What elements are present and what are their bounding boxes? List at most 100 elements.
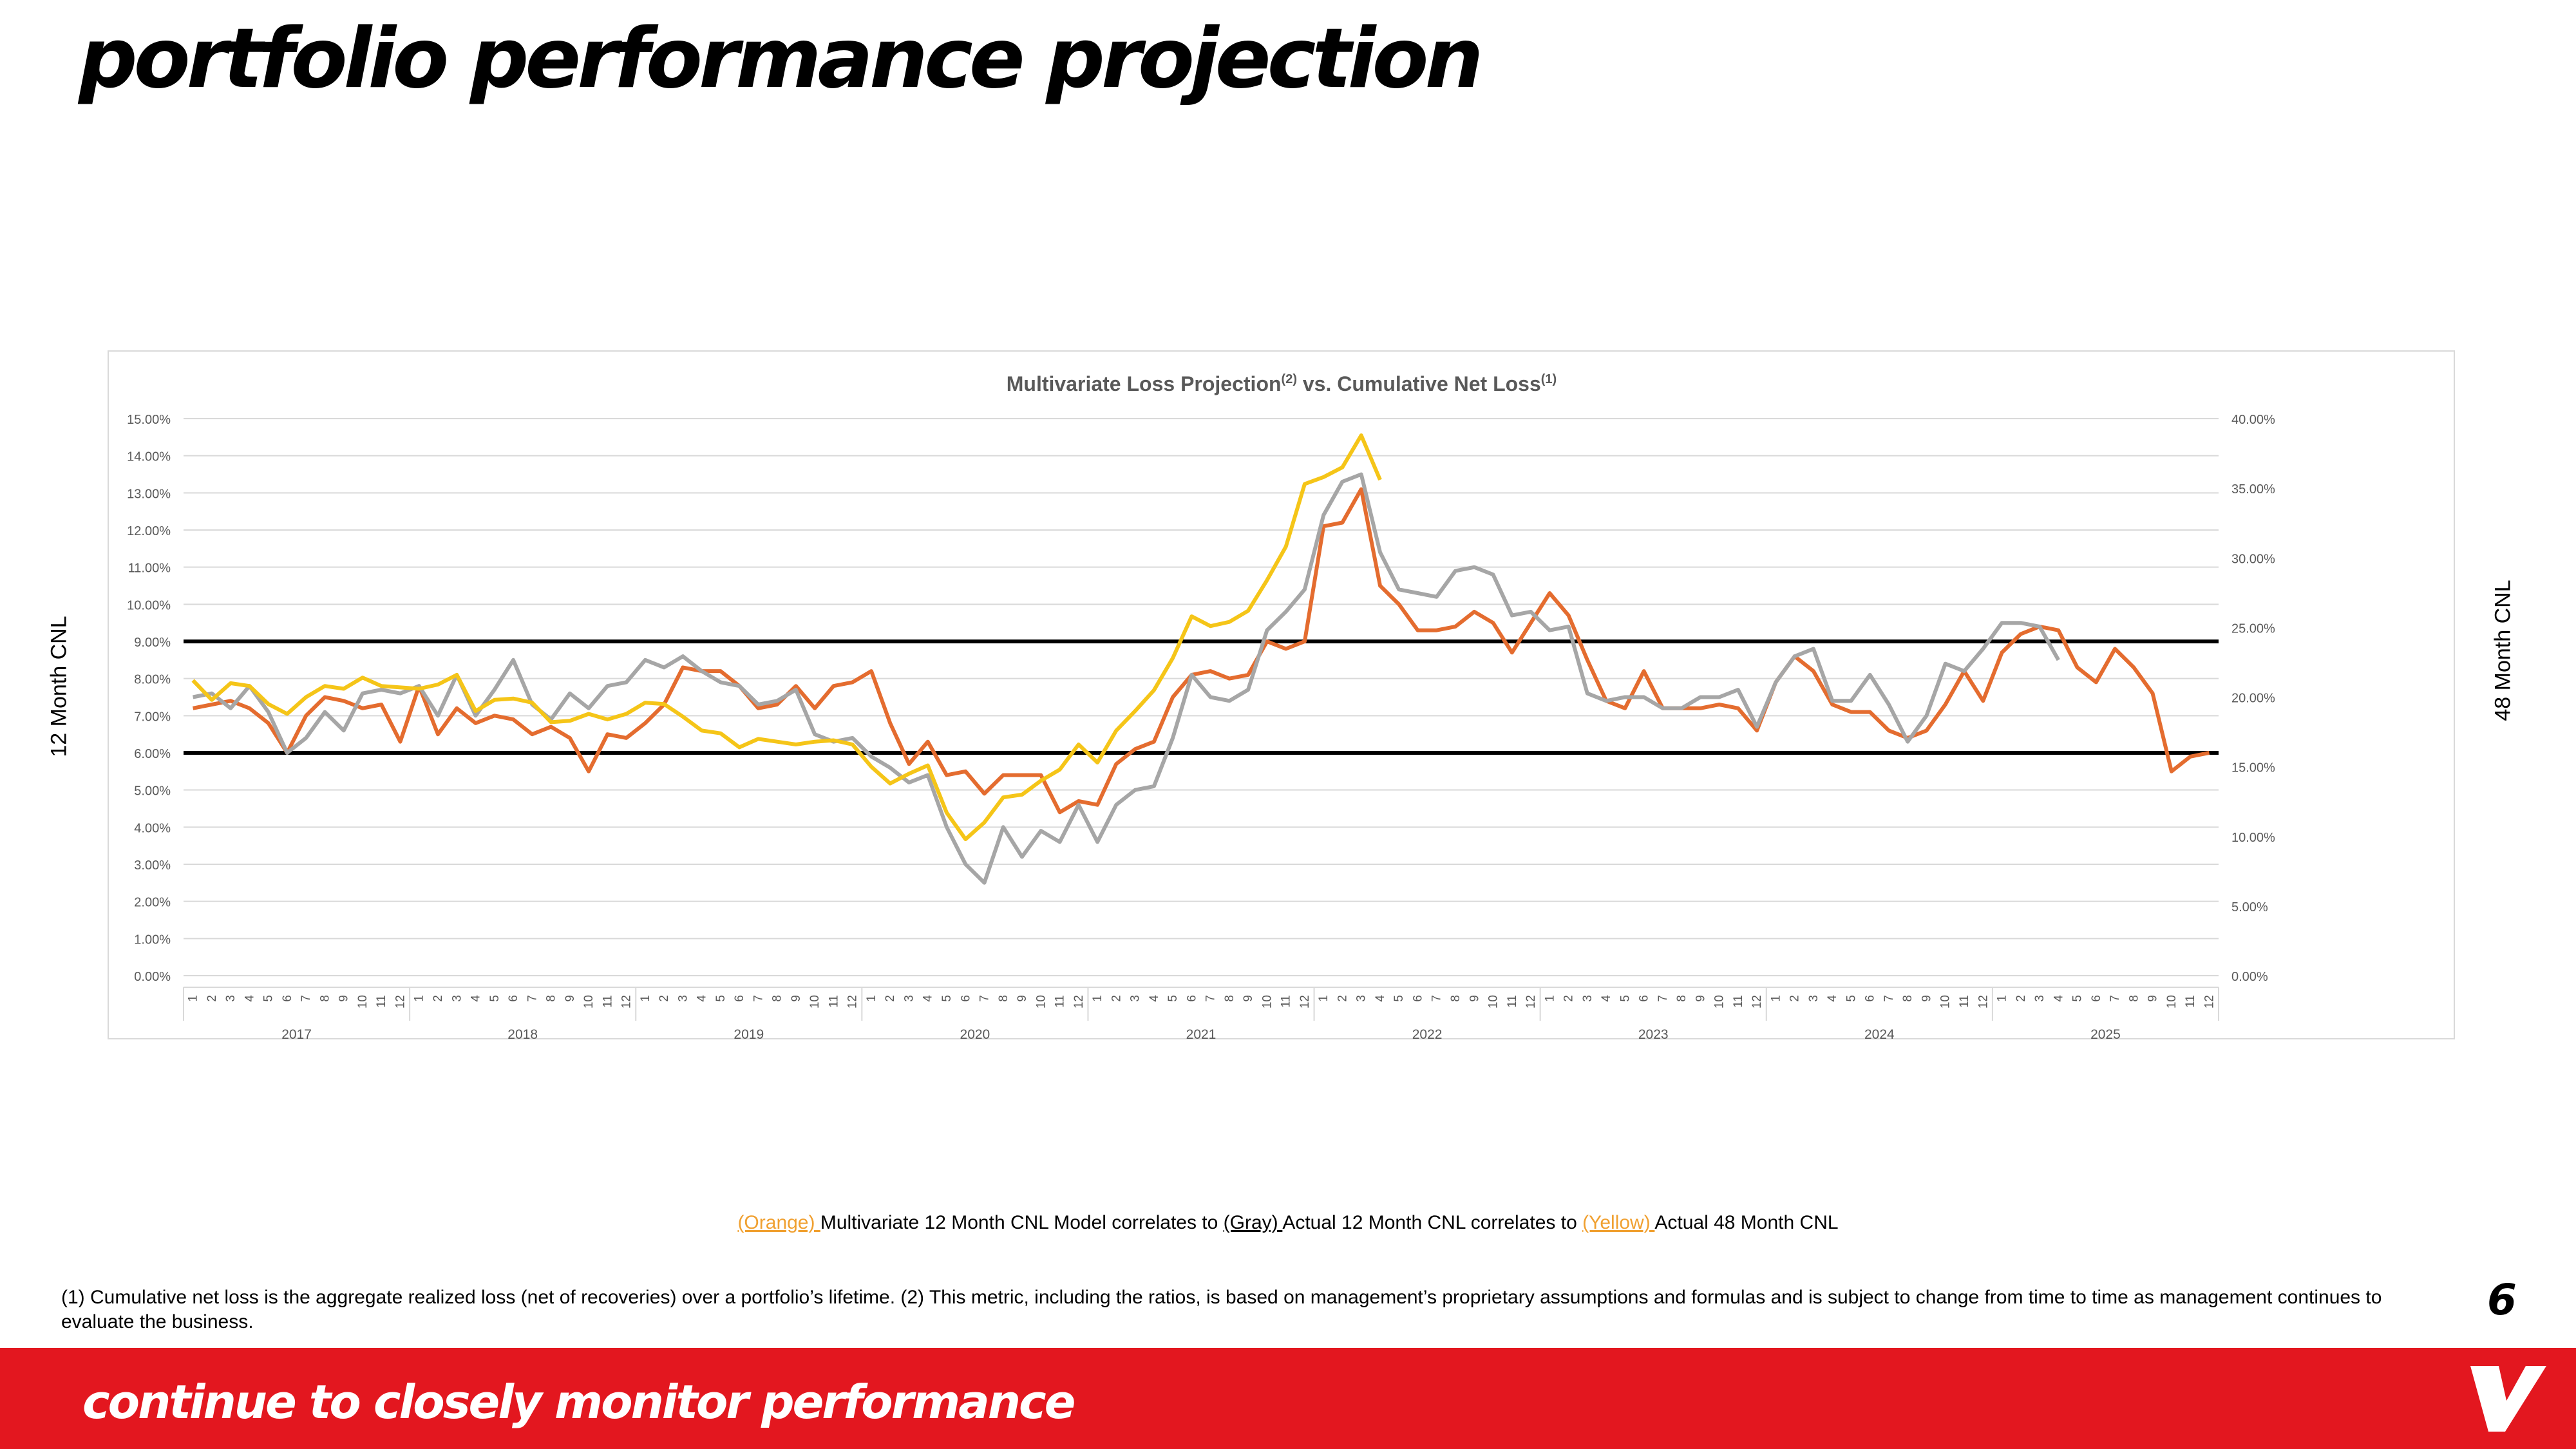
month-tick-label: 4 bbox=[1826, 995, 1839, 1002]
month-tick-label: 5 bbox=[940, 995, 954, 1002]
month-tick-label: 10 bbox=[582, 995, 596, 1009]
year-label: 2024 bbox=[1864, 1027, 1895, 1042]
left-tick-label: 9.00% bbox=[134, 636, 171, 650]
month-tick-label: 5 bbox=[1618, 995, 1632, 1002]
month-tick-label: 4 bbox=[696, 995, 709, 1002]
chart-frame bbox=[108, 350, 2455, 1039]
month-tick-label: 5 bbox=[1844, 995, 1858, 1002]
month-tick-label: 10 bbox=[1487, 995, 1501, 1009]
month-tick-label: 12 bbox=[393, 995, 407, 1009]
month-tick-label: 11 bbox=[1506, 995, 1519, 1008]
month-tick-label: 3 bbox=[676, 995, 690, 1002]
month-tick-label: 9 bbox=[1920, 995, 1933, 1002]
month-tick-label: 12 bbox=[846, 995, 860, 1009]
legend-orange-text: Multivariate 12 Month CNL Model correlat… bbox=[820, 1212, 1224, 1233]
month-tick-label: 7 bbox=[526, 995, 539, 1002]
left-tick-label: 2.00% bbox=[134, 896, 171, 910]
left-tick-label: 10.00% bbox=[127, 598, 171, 612]
month-tick-label: 1 bbox=[639, 995, 652, 1002]
left-tick-label: 14.00% bbox=[127, 450, 171, 464]
right-tick-label: 10.00% bbox=[2231, 831, 2275, 845]
month-tick-label: 1 bbox=[1091, 995, 1104, 1002]
month-tick-label: 6 bbox=[733, 995, 746, 1002]
month-tick-label: 11 bbox=[375, 995, 388, 1008]
month-tick-label: 8 bbox=[318, 995, 332, 1002]
left-tick-label: 6.00% bbox=[134, 747, 171, 761]
month-tick-label: 8 bbox=[2127, 995, 2141, 1002]
month-tick-label: 7 bbox=[752, 995, 765, 1002]
month-tick-label: 1 bbox=[1996, 995, 2009, 1002]
month-tick-label: 3 bbox=[1129, 995, 1142, 1002]
month-tick-label: 5 bbox=[1166, 995, 1180, 1002]
month-tick-label: 2 bbox=[1562, 995, 1576, 1002]
month-tick-label: 4 bbox=[922, 995, 935, 1002]
month-tick-label: 7 bbox=[1882, 995, 1896, 1002]
month-tick-label: 5 bbox=[488, 995, 502, 1002]
month-tick-label: 7 bbox=[2108, 995, 2122, 1002]
month-tick-label: 2 bbox=[1336, 995, 1349, 1002]
month-tick-label: 6 bbox=[959, 995, 972, 1002]
footer-tagline: continue to closely monitor performance bbox=[82, 1375, 1075, 1429]
month-tick-label: 1 bbox=[1543, 995, 1557, 1002]
month-tick-label: 1 bbox=[413, 995, 426, 1002]
month-tick-label: 3 bbox=[450, 995, 464, 1002]
month-tick-label: 8 bbox=[1901, 995, 1915, 1002]
month-tick-label: 1 bbox=[865, 995, 878, 1002]
left-tick-label: 5.00% bbox=[134, 784, 171, 799]
month-tick-label: 8 bbox=[545, 995, 558, 1002]
month-tick-label: 6 bbox=[1638, 995, 1651, 1002]
left-tick-label: 12.00% bbox=[127, 524, 171, 538]
month-tick-label: 2 bbox=[431, 995, 445, 1002]
month-tick-label: 9 bbox=[2146, 995, 2160, 1002]
month-tick-label: 8 bbox=[1449, 995, 1463, 1002]
legend-gray-text: Actual 12 Month CNL correlates to bbox=[1282, 1212, 1583, 1233]
right-tick-label: 5.00% bbox=[2231, 900, 2268, 914]
year-label: 2022 bbox=[1412, 1027, 1443, 1042]
month-tick-label: 5 bbox=[2071, 995, 2085, 1002]
month-tick-label: 2 bbox=[2014, 995, 2028, 1002]
right-tick-label: 25.00% bbox=[2231, 621, 2275, 636]
left-axis-ticks: 0.00% 1.00% 2.00% 3.00% 4.00% 5.00% 6.00% 7.00%… bbox=[127, 413, 171, 984]
page-title: portfolio performance projection bbox=[79, 11, 1484, 107]
month-tick-label: 11 bbox=[1958, 995, 1971, 1008]
month-tick-label: 5 bbox=[1392, 995, 1406, 1002]
left-tick-label: 7.00% bbox=[134, 710, 171, 724]
month-tick-label: 4 bbox=[469, 995, 483, 1002]
month-tick-label: 6 bbox=[281, 995, 294, 1002]
month-tick-label: 4 bbox=[1374, 995, 1387, 1002]
month-tick-label: 11 bbox=[1054, 995, 1067, 1008]
year-label: 2019 bbox=[734, 1027, 764, 1042]
month-tick-label: 10 bbox=[1939, 995, 1953, 1009]
right-tick-label: 30.00% bbox=[2231, 552, 2275, 566]
month-tick-label: 1 bbox=[1317, 995, 1331, 1002]
series-line-gray bbox=[193, 472, 2060, 885]
left-tick-label: 11.00% bbox=[128, 562, 171, 576]
month-tick-label: 7 bbox=[1430, 995, 1444, 1002]
month-tick-label: 10 bbox=[1713, 995, 1727, 1009]
brand-v-logo-icon bbox=[2470, 1366, 2546, 1432]
month-tick-label: 2 bbox=[205, 995, 219, 1002]
left-tick-label: 8.00% bbox=[134, 673, 171, 687]
right-tick-label: 0.00% bbox=[2231, 970, 2268, 984]
chart-title-mid: vs. Cumulative Net Loss bbox=[1297, 372, 1541, 395]
month-tick-label: 6 bbox=[1864, 995, 1877, 1002]
year-label: 2020 bbox=[960, 1027, 990, 1042]
month-tick-label: 12 bbox=[1072, 995, 1086, 1009]
series-lines bbox=[191, 433, 2210, 885]
month-tick-label: 3 bbox=[2033, 995, 2047, 1002]
month-tick-label: 12 bbox=[1976, 995, 1990, 1009]
month-tick-label: 3 bbox=[224, 995, 238, 1002]
right-axis-title: 48 Month CNL bbox=[2490, 580, 2515, 721]
month-tick-label: 8 bbox=[1223, 995, 1236, 1002]
month-tick-label: 7 bbox=[1656, 995, 1670, 1002]
month-tick-label: 9 bbox=[1468, 995, 1481, 1002]
month-tick-label: 6 bbox=[1185, 995, 1198, 1002]
chart-title-main: Multivariate Loss Projection bbox=[1007, 372, 1282, 395]
page-number: 6 bbox=[2487, 1275, 2517, 1325]
month-tick-label: 9 bbox=[1016, 995, 1029, 1002]
month-tick-label: 5 bbox=[262, 995, 276, 1002]
month-tick-label: 9 bbox=[790, 995, 803, 1002]
month-tick-label: 5 bbox=[714, 995, 728, 1002]
month-tick-label: 10 bbox=[1260, 995, 1274, 1009]
